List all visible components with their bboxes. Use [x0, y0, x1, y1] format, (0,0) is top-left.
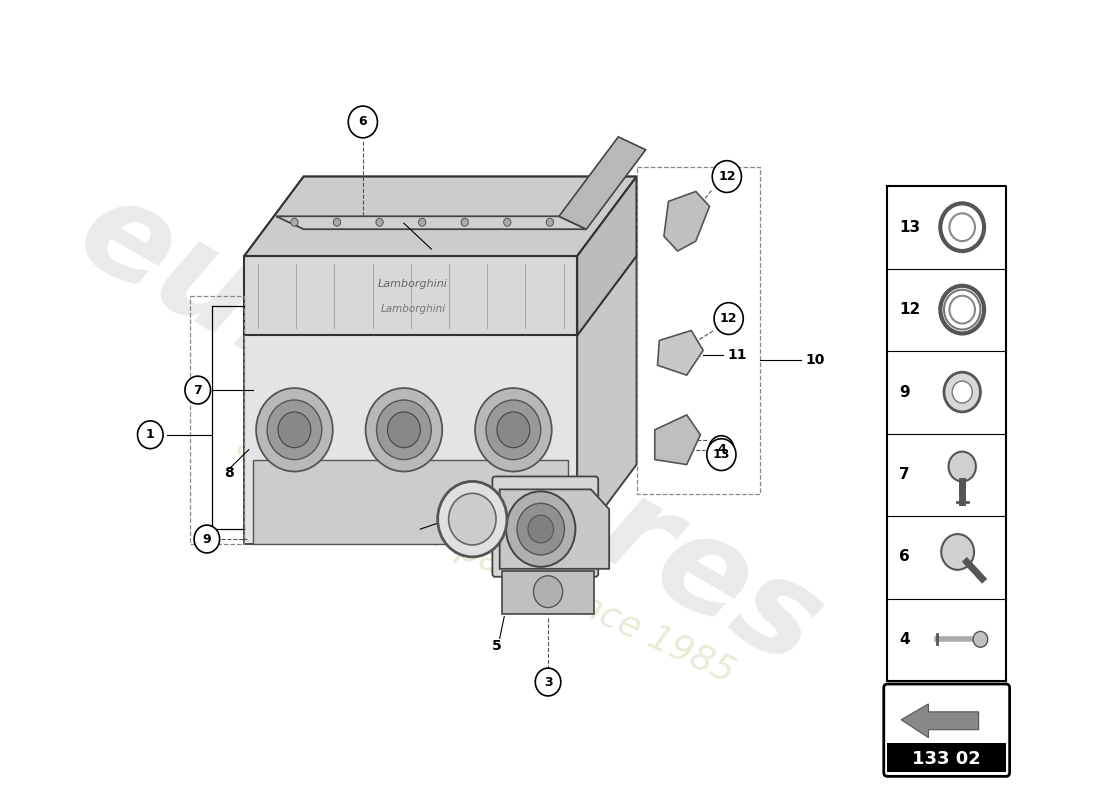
Text: 6: 6: [359, 115, 367, 129]
Circle shape: [953, 381, 972, 403]
Text: 1: 1: [146, 428, 155, 442]
Polygon shape: [901, 704, 979, 738]
Polygon shape: [578, 177, 637, 544]
Text: eurospares: eurospares: [56, 166, 843, 694]
Circle shape: [278, 412, 311, 448]
Text: 133 02: 133 02: [912, 750, 981, 769]
FancyBboxPatch shape: [888, 742, 1006, 772]
Circle shape: [534, 576, 562, 607]
Circle shape: [138, 421, 163, 449]
Circle shape: [256, 388, 332, 471]
FancyBboxPatch shape: [493, 477, 598, 577]
Circle shape: [528, 515, 553, 543]
Circle shape: [349, 106, 377, 138]
Polygon shape: [503, 571, 594, 614]
Circle shape: [949, 214, 975, 241]
Text: 10: 10: [805, 354, 825, 367]
Circle shape: [714, 302, 744, 334]
Polygon shape: [244, 177, 637, 256]
Circle shape: [506, 491, 575, 567]
Circle shape: [418, 218, 426, 226]
FancyBboxPatch shape: [883, 684, 1010, 776]
Circle shape: [475, 388, 552, 471]
Polygon shape: [276, 216, 586, 229]
Polygon shape: [244, 256, 578, 335]
Circle shape: [449, 494, 496, 545]
Circle shape: [949, 296, 975, 323]
Text: 13: 13: [900, 220, 921, 234]
Circle shape: [290, 218, 298, 226]
Circle shape: [974, 631, 988, 647]
Polygon shape: [664, 191, 710, 251]
Text: 2: 2: [436, 242, 446, 256]
Circle shape: [712, 161, 741, 193]
Polygon shape: [253, 459, 568, 544]
Text: 9: 9: [900, 385, 910, 399]
Text: 8: 8: [224, 466, 233, 481]
Polygon shape: [559, 137, 646, 229]
Polygon shape: [578, 177, 637, 335]
Polygon shape: [244, 177, 637, 256]
Text: 6: 6: [900, 550, 910, 565]
Text: 12: 12: [718, 170, 736, 183]
Circle shape: [517, 503, 564, 555]
Polygon shape: [244, 256, 578, 544]
Text: 7: 7: [194, 383, 202, 397]
Circle shape: [387, 412, 420, 448]
Circle shape: [461, 218, 469, 226]
Polygon shape: [499, 490, 609, 569]
Text: 4: 4: [717, 443, 726, 456]
Circle shape: [707, 438, 736, 470]
Polygon shape: [654, 415, 701, 465]
Text: 3: 3: [543, 675, 552, 689]
Circle shape: [942, 534, 975, 570]
Circle shape: [333, 218, 341, 226]
Circle shape: [536, 668, 561, 696]
Circle shape: [547, 218, 553, 226]
Text: 9: 9: [202, 533, 211, 546]
Circle shape: [497, 412, 530, 448]
Circle shape: [708, 436, 734, 463]
Circle shape: [185, 376, 210, 404]
Text: 13: 13: [713, 448, 730, 461]
Circle shape: [486, 400, 541, 459]
Text: 12: 12: [900, 302, 921, 317]
Text: a passion for parts since 1985: a passion for parts since 1985: [231, 428, 740, 690]
Text: 12: 12: [719, 312, 737, 325]
Circle shape: [376, 400, 431, 459]
Circle shape: [504, 218, 510, 226]
Text: 7: 7: [900, 467, 910, 482]
Text: 5: 5: [492, 639, 502, 654]
Text: Lamborghini: Lamborghini: [381, 304, 446, 314]
Text: 11: 11: [728, 348, 747, 362]
Polygon shape: [658, 330, 703, 375]
Circle shape: [948, 452, 976, 482]
Circle shape: [194, 525, 220, 553]
Text: 8: 8: [405, 522, 415, 536]
Circle shape: [267, 400, 322, 459]
Circle shape: [944, 372, 980, 412]
Circle shape: [365, 388, 442, 471]
Text: Lamborghini: Lamborghini: [378, 279, 448, 289]
Circle shape: [376, 218, 383, 226]
Text: 4: 4: [900, 632, 910, 647]
Circle shape: [438, 482, 507, 557]
